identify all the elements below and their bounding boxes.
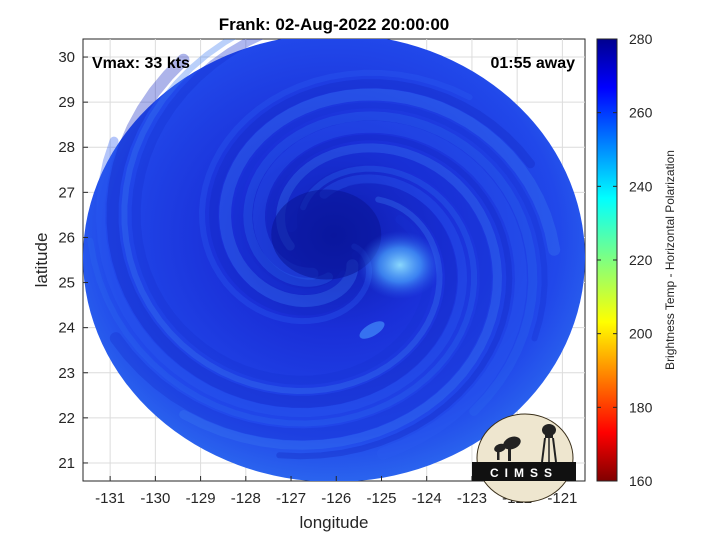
- y-axis-label: latitude: [32, 233, 51, 288]
- x-tick-label: -121: [547, 490, 577, 507]
- x-axis-label: longitude: [299, 513, 368, 532]
- spiral-band: [109, 152, 492, 441]
- colorbar-tick-label: 160: [629, 473, 653, 489]
- colorbar-tick-label: 180: [629, 399, 653, 415]
- cold-core: [271, 189, 382, 280]
- y-axis-ticks: 21 22 23 24 25 26 27 28 29 30: [58, 49, 88, 472]
- convection-streak: [359, 321, 385, 339]
- y-tick-label: 27: [58, 184, 75, 201]
- plot-title: Frank: 02-Aug-2022 20:00:00: [219, 15, 450, 34]
- colorbar-tick-label: 240: [629, 178, 653, 194]
- x-tick-label: -125: [366, 490, 396, 507]
- spiral-band: [266, 134, 513, 460]
- logo-text: CIMSS: [490, 466, 558, 480]
- x-tick-label: -131: [95, 490, 125, 507]
- spiral-band: [243, 111, 538, 416]
- spiral-band: [106, 53, 458, 408]
- spiral-band: [252, 120, 528, 460]
- x-axis-ticks: -131-130-129-128-127-126-125-124-123-122…: [95, 476, 577, 507]
- y-tick-label: 30: [58, 49, 75, 66]
- satellite-dish-icon: [494, 436, 521, 461]
- colorbar-tick-label: 200: [629, 326, 653, 342]
- y-tick-label: 26: [58, 229, 75, 246]
- y-tick-label: 25: [58, 275, 75, 292]
- convection-eye-region: [358, 231, 442, 299]
- y-tick-label: 21: [58, 455, 75, 472]
- spiral-bands: [87, 39, 561, 460]
- colorbar-tick-label: 260: [629, 105, 653, 121]
- y-tick-label: 23: [58, 365, 75, 382]
- logo-banner: [472, 462, 576, 481]
- y-tick-label: 28: [58, 139, 75, 156]
- spiral-band: [87, 165, 477, 427]
- x-tick-label: -123: [457, 490, 487, 507]
- cimss-logo: CIMSS: [472, 413, 576, 503]
- x-tick-label: -130: [140, 490, 170, 507]
- brightness-swath: [83, 39, 585, 481]
- time-away-annotation: 01:55 away: [490, 55, 575, 72]
- y-tick-label: 22: [58, 410, 75, 427]
- spiral-band: [209, 79, 535, 316]
- x-tick-label: -124: [412, 490, 442, 507]
- x-tick-label: -126: [321, 490, 351, 507]
- x-tick-label: -128: [231, 490, 261, 507]
- colorbar-tick-label: 220: [629, 252, 653, 268]
- y-tick-label: 24: [58, 320, 75, 337]
- x-tick-label: -129: [186, 490, 216, 507]
- colorbar-tick-label: 280: [629, 31, 653, 47]
- spiral-band: [219, 88, 561, 308]
- colorbar-ticks: 160 180 200 220 240 260 280: [597, 31, 653, 489]
- colorbar-label: Brightness Temp - Horizontal Polarizatio…: [663, 150, 677, 370]
- spiral-band: [179, 143, 503, 450]
- water-tower-icon: [541, 424, 557, 463]
- spiral-band: [233, 102, 548, 342]
- x-tick-label: -127: [276, 490, 306, 507]
- spiral-band: [96, 136, 468, 418]
- vmax-annotation: Vmax: 33 kts: [92, 55, 190, 72]
- y-tick-label: 29: [58, 94, 75, 111]
